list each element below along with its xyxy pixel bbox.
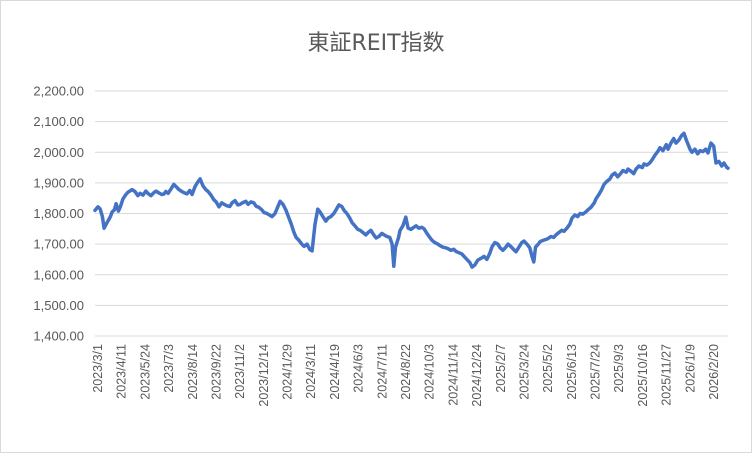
x-tick-label: 2025/2/7	[494, 344, 508, 393]
x-tick-label: 2024/12/24	[470, 344, 484, 407]
x-tick-label: 2025/5/2	[541, 344, 555, 393]
x-tick-label: 2023/5/24	[138, 344, 152, 400]
x-tick-label: 2024/4/19	[328, 344, 342, 400]
y-tick-label: 1,700.00	[33, 237, 84, 252]
x-tick-label: 2025/9/3	[612, 344, 626, 393]
x-tick-label: 2026/2/20	[707, 344, 721, 400]
x-tick-label: 2025/11/27	[660, 344, 674, 406]
y-tick-label: 1,400.00	[33, 329, 84, 344]
x-tick-label: 2024/10/3	[423, 344, 437, 400]
x-tick-label: 2025/3/24	[517, 344, 531, 400]
x-tick-label: 2024/11/14	[446, 344, 460, 406]
x-tick-label: 2024/3/11	[304, 344, 318, 399]
x-axis-tick-labels: 2023/3/1 2023/4/11 2023/5/24 2023/7/3 2023/8…	[91, 344, 721, 407]
y-tick-label: 2,200.00	[33, 84, 84, 99]
x-tick-label: 2023/12/14	[257, 344, 271, 407]
y-axis-tick-labels: 1,400.00 1,500.00 1,600.00 1,700.00 1,800.00…	[33, 84, 84, 344]
y-tick-label: 2,100.00	[33, 114, 84, 129]
y-tick-label: 1,800.00	[33, 206, 84, 221]
x-tick-label: 2023/3/1	[91, 344, 105, 393]
y-tick-label: 2,000.00	[33, 145, 84, 160]
x-tick-label: 2023/9/22	[209, 344, 223, 400]
y-tick-label: 1,600.00	[33, 267, 84, 282]
series-line	[93, 131, 730, 269]
x-tick-label: 2023/8/14	[186, 344, 200, 400]
x-tick-label: 2024/6/3	[352, 344, 366, 393]
chart-title: 東証REIT指数	[307, 31, 444, 56]
x-tick-label: 2025/6/13	[565, 344, 579, 400]
y-tick-label: 1,900.00	[33, 175, 84, 190]
x-tick-label: 2025/10/16	[636, 344, 650, 407]
gridlines	[95, 90, 728, 337]
y-tick-label: 1,500.00	[33, 298, 84, 313]
x-tick-label: 2026/1/9	[683, 344, 697, 393]
x-tick-label: 2023/11/2	[233, 344, 247, 399]
x-tick-label: 2024/8/22	[399, 344, 413, 400]
x-tick-label: 2023/7/3	[162, 344, 176, 393]
x-tick-label: 2025/7/24	[589, 344, 603, 400]
x-tick-label: 2023/4/11	[115, 344, 129, 399]
x-tick-label: 2024/7/11	[375, 344, 389, 399]
x-tick-label: 2024/1/29	[281, 344, 295, 400]
